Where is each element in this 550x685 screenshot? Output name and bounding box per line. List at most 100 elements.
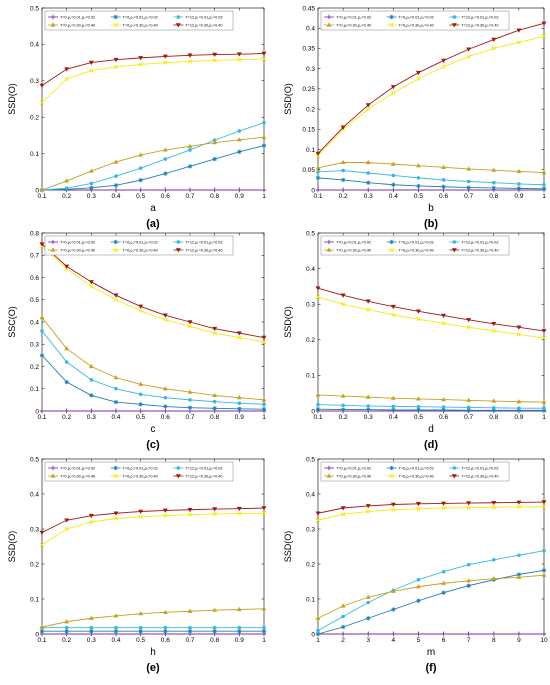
data-point-s1-p0 — [315, 407, 321, 412]
data-point-s4-p3 — [113, 297, 119, 302]
legend-entry-label: T=0,ρ₁=0.30,ρ₂=0.40 — [336, 249, 371, 253]
data-point-s1-p3 — [391, 182, 396, 187]
data-point-s3-p0 — [315, 615, 321, 620]
data-point-s0-p8 — [237, 187, 242, 193]
data-point-s2-p5 — [163, 625, 168, 630]
series-line-2 — [41, 122, 265, 191]
data-point-s1-p4 — [138, 402, 143, 407]
data-point-s2-p1 — [64, 625, 69, 630]
y-tick-label: 0.2 — [30, 364, 39, 371]
y-tick-label: 0 — [35, 631, 39, 638]
y-tick-label: 0.4 — [30, 42, 39, 49]
data-point-s3-p1 — [340, 393, 346, 398]
data-point-s1-p3 — [391, 407, 396, 413]
data-point-s4-p9 — [261, 339, 267, 345]
legend-box — [44, 461, 234, 482]
data-point-s5-p6 — [187, 53, 193, 58]
data-point-s3-p2 — [365, 159, 371, 165]
data-point-s5-p1 — [340, 125, 346, 130]
y-tick-label: 0.25 — [302, 86, 315, 93]
data-point-s5-p6 — [187, 507, 193, 513]
data-point-s4-p3 — [113, 64, 119, 70]
legend-entry-label: T=6,ρ₁=0.01,ρ₂=0.02 — [399, 467, 434, 471]
data-point-s1-p4 — [138, 629, 143, 634]
data-point-s3-p3 — [113, 613, 119, 618]
data-point-s0-p8 — [516, 631, 522, 637]
data-point-s1-p9 — [541, 408, 547, 413]
data-point-s1-p5 — [163, 404, 168, 409]
data-point-s4-p3 — [113, 516, 119, 521]
data-point-s3-p5 — [162, 609, 168, 614]
data-point-s2-p7 — [491, 405, 496, 410]
data-point-s3-p5 — [441, 397, 446, 402]
y-tick-label: 0 — [35, 187, 39, 194]
data-point-slegend-p1 — [389, 239, 394, 245]
data-point-s1-p2 — [89, 629, 94, 634]
data-point-s2-p3 — [114, 386, 118, 391]
y-tick-label: 0.3 — [30, 526, 39, 533]
series-line-5 — [41, 53, 265, 86]
y-axis-label: SSD(O) — [7, 83, 17, 115]
data-point-s1-p7 — [212, 629, 217, 634]
chart-panel-0: 0.1 0.2 0.3 0.4 0.5 0.6 0.7 0.8 0.9 100.10.20.30.… — [7, 5, 267, 230]
data-point-s4-p7 — [212, 330, 217, 336]
data-point-s1-p6 — [187, 405, 193, 410]
series-line-5 — [317, 287, 545, 332]
data-point-s5-p9 — [541, 329, 547, 334]
x-tick-label: 0.6 — [439, 414, 448, 421]
data-point-s1-p8 — [237, 629, 242, 634]
data-point-slegend-p5 — [175, 474, 181, 479]
data-point-s5-p7 — [212, 507, 218, 512]
data-point-s2-p2 — [366, 404, 371, 408]
data-point-s0-p2 — [366, 187, 371, 193]
series-line-2 — [317, 404, 544, 409]
data-point-s4-p6 — [466, 325, 471, 330]
data-point-s2-p3 — [114, 625, 118, 630]
data-point-s3-p9 — [261, 134, 267, 139]
series-line-1 — [317, 569, 545, 635]
data-point-s1-p3 — [113, 629, 119, 634]
data-point-s3-p2 — [88, 615, 94, 620]
y-tick-label: 0.5 — [30, 297, 39, 304]
series-line-3 — [41, 317, 265, 401]
data-point-s2-p9 — [542, 548, 546, 553]
x-tick-label: 1 — [262, 637, 266, 644]
data-point-s4-p2 — [366, 509, 371, 514]
y-tick-label: 0.1 — [30, 151, 39, 158]
data-point-s4-p4 — [138, 308, 143, 314]
y-tick-label: 0.4 — [306, 26, 315, 33]
legend-entry-label: T=12,ρ₁=0.30,ρ₂=0.40 — [185, 475, 222, 479]
data-point-s0-p1 — [340, 631, 346, 637]
data-point-s2-p8 — [517, 553, 521, 558]
data-point-slegend-p3 — [50, 247, 56, 252]
data-point-s2-p1 — [64, 186, 69, 190]
data-point-s2-p0 — [316, 628, 320, 633]
data-point-s3-p4 — [416, 163, 421, 168]
data-point-s3-p1 — [64, 346, 70, 351]
data-point-s1-p3 — [391, 607, 396, 612]
y-axis-label: SSD(O) — [7, 531, 17, 563]
y-tick-label: 0.35 — [302, 46, 315, 53]
data-point-s0-p0 — [39, 408, 45, 414]
data-point-s5-p5 — [441, 58, 447, 63]
x-tick-label: 0.9 — [235, 414, 244, 421]
data-point-s5-p2 — [365, 299, 371, 304]
data-point-s0-p9 — [541, 631, 547, 637]
data-point-s2-p2 — [366, 171, 371, 175]
data-point-s5-p4 — [138, 304, 144, 309]
data-point-s0-p3 — [113, 408, 119, 414]
data-point-s5-p4 — [415, 309, 421, 314]
data-point-s2-p9 — [542, 406, 546, 410]
data-point-s0-p4 — [138, 408, 143, 414]
chart-panel-4: 0.1 0.2 0.3 0.4 0.5 0.6 0.7 0.8 0.9 100.10.20.30.… — [7, 456, 267, 674]
data-point-s5-p7 — [491, 500, 497, 506]
data-point-s5-p8 — [516, 28, 522, 33]
data-point-s2-p4 — [138, 625, 143, 630]
data-point-s4-p0 — [315, 518, 321, 523]
data-point-s3-p6 — [466, 166, 472, 171]
x-tick-label: 0.5 — [136, 414, 145, 421]
data-point-s5-p8 — [236, 331, 242, 336]
legend-entry-label: T=6,ρ₁=0.30,ρ₂=0.40 — [399, 475, 434, 479]
data-point-s3-p1 — [64, 178, 70, 183]
data-point-s2-p3 — [391, 173, 396, 178]
